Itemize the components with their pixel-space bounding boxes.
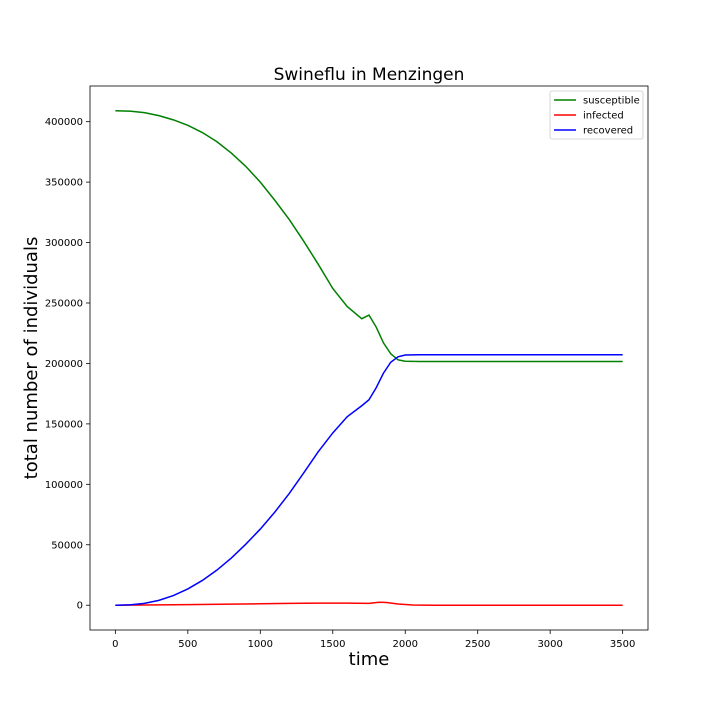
y-tick-label: 300000 [45, 238, 83, 249]
x-tick-label: 1000 [248, 639, 273, 650]
y-tick-label: 100000 [45, 480, 83, 491]
chart-title: Swineflu in Menzingen [274, 65, 465, 85]
y-tick-label: 200000 [45, 359, 83, 370]
x-tick-label: 0 [112, 639, 118, 650]
y-axis-label: total number of individuals [21, 237, 42, 480]
y-tick-label: 350000 [45, 178, 83, 189]
x-tick-label: 2000 [393, 639, 418, 650]
legend-label-recovered: recovered [583, 126, 633, 137]
x-tick-label: 2500 [465, 639, 490, 650]
y-tick-label: 250000 [45, 298, 83, 309]
y-tick-label: 0 [77, 601, 83, 612]
x-axis-label: time [349, 649, 390, 670]
y-tick-label: 50000 [51, 540, 83, 551]
x-tick-label: 3500 [610, 639, 635, 650]
x-tick-label: 1500 [320, 639, 345, 650]
legend-label-infected: infected [583, 111, 624, 122]
x-tick-label: 500 [178, 639, 197, 650]
plot-area [90, 86, 648, 630]
legend-label-susceptible: susceptible [583, 96, 640, 107]
x-tick-label: 3000 [537, 639, 562, 650]
legend: susceptible infected recovered [550, 91, 643, 139]
y-tick-label: 400000 [45, 117, 83, 128]
y-tick-label: 150000 [45, 419, 83, 430]
